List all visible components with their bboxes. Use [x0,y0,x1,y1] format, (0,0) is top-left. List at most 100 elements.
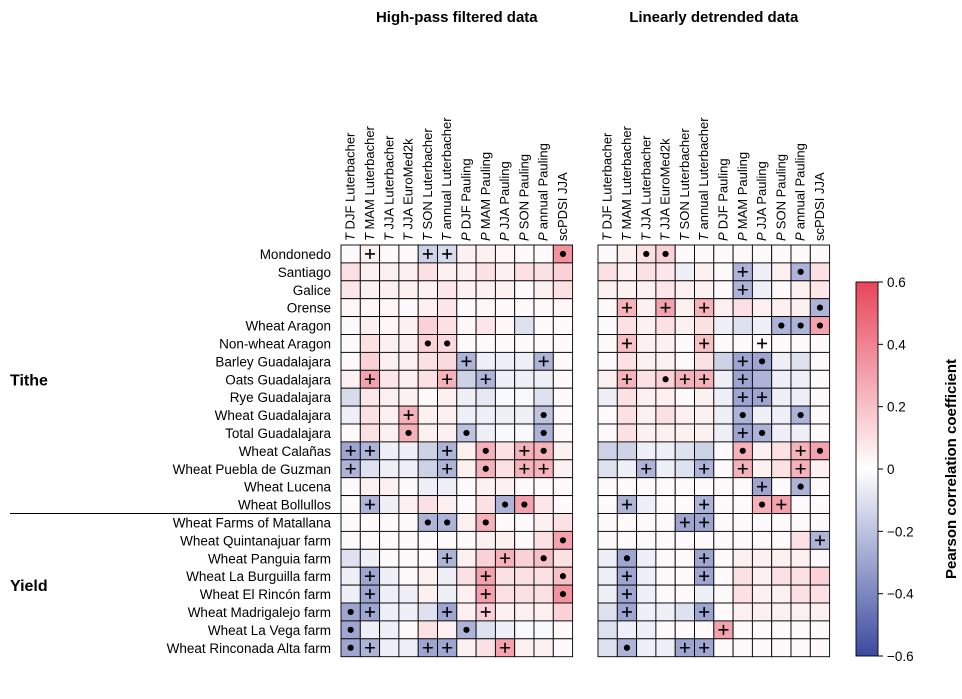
column-label: scPDSI JJA [812,172,827,241]
heatmap-cell [597,280,618,300]
heatmap-cell [398,620,419,640]
heatmap-cell [533,262,554,282]
significance-dot [758,358,766,365]
significance-plus [621,589,632,600]
heatmap-cell [533,280,554,300]
heatmap-cell [417,477,438,497]
heatmap-cell [616,280,638,300]
significance-dot [797,322,804,329]
heatmap-cell [616,316,638,335]
heatmap-cell [437,620,458,640]
heatmap-cell [694,530,715,550]
heatmap-cell [713,638,734,658]
heatmap-cell [809,602,831,622]
significance-dot [739,411,746,419]
significance-dot [482,447,489,454]
column-label-prefix: P [715,229,730,241]
heatmap-cell [655,280,676,300]
significance-plus [538,463,549,474]
heatmap-cell [616,459,638,479]
heatmap-cell [552,495,574,514]
significance-plus [442,374,453,385]
row-label: Mondonedo [260,247,331,262]
heatmap-cell [771,602,792,622]
significance-plus [364,606,375,617]
heatmap-cell [809,369,831,389]
heatmap-cell [437,423,458,443]
heatmap-cell [597,405,618,425]
heatmap-cell [398,262,419,282]
heatmap-cell [514,387,535,407]
significance-plus [538,356,549,367]
column-label-prefix: T [600,229,615,241]
heatmap-cell [751,405,773,425]
significance-plus [699,606,710,617]
significance-plus [699,553,710,564]
column-label-prefix: T [619,229,634,241]
significance-dot [424,519,431,526]
heatmap-cell [809,548,831,568]
heatmap-cell [694,316,715,335]
heatmap-cell [533,513,554,532]
heatmap-cell [475,280,496,300]
heatmap-cell [417,280,438,300]
heatmap-cell [552,405,574,425]
heatmap-cell [751,298,773,318]
heatmap-cell [751,638,773,658]
significance-plus [442,553,453,564]
heatmap-cell [379,584,400,604]
significance-plus [364,642,375,653]
row-label: Wheat Calañas [239,444,332,459]
heatmap-cell [694,441,715,461]
column-label-prefix: P [458,229,473,241]
heatmap-cell [597,459,618,479]
column-label-prefix: P [478,229,493,241]
heatmap-cell [437,566,458,586]
heatmap-cell [398,387,419,407]
heatmap-cell [694,244,715,264]
row-label: Wheat Farms of Matallana [173,515,332,530]
heatmap-cell [655,495,676,514]
heatmap-cell [616,530,638,550]
heatmap-cell [713,477,734,497]
heatmap-cell [674,244,695,264]
heatmap-cell [456,387,477,407]
column-label: T JJA EuroMed2k [658,138,673,241]
significance-plus [737,427,748,438]
heatmap-cell [398,369,419,389]
heatmap-cell [437,405,458,425]
heatmap-cell [597,548,618,568]
column-label: T SON Luterbacher [677,128,692,241]
significance-dot [758,501,766,508]
significance-dot [559,537,567,544]
significance-plus [442,463,453,474]
heatmap-cell [456,548,477,568]
heatmap-cell [514,262,535,282]
heatmap-cell [751,566,773,586]
heatmap-cell [636,584,657,604]
heatmap-cell [552,387,574,407]
heatmap-cell [398,495,419,514]
heatmap-cell [636,369,657,389]
heatmap-cell [456,244,477,264]
significance-plus [364,445,375,456]
column-label-text: SON Luterbacher [420,128,435,230]
heatmap-cell [533,316,554,335]
heatmap-cell [494,513,516,532]
heatmap-cell [809,387,831,407]
significance-plus [422,248,433,259]
column-label-text: annual Luterbacher [696,117,711,230]
heatmap-cell [533,298,554,318]
heatmap-cell [533,369,554,389]
heatmap-cell [359,477,381,497]
heatmap-cell [417,584,438,604]
heatmap-cell [732,298,753,318]
heatmap-cell [790,495,811,514]
column-label-text: JJA EuroMed2k [401,138,416,230]
row-label: Wheat La Burguilla farm [186,569,331,584]
column-label: T JJA EuroMed2k [401,138,416,241]
column-label-text: MAM Pauling [735,152,750,229]
heatmap-cell [732,620,753,640]
heatmap-cell [771,351,792,371]
heatmap-cell [533,334,554,353]
